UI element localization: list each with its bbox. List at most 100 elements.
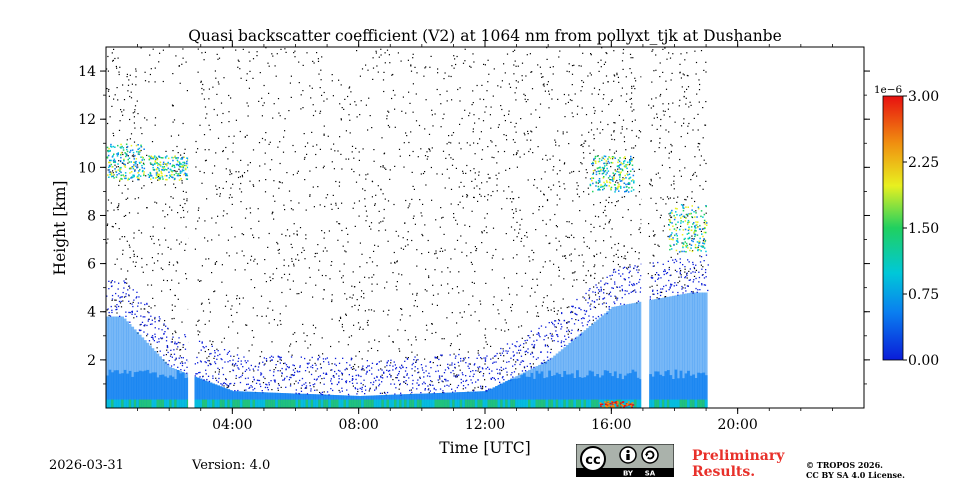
noise-pixel <box>588 193 590 195</box>
cloud-pixel <box>603 176 605 178</box>
cloud-pixel <box>599 180 601 182</box>
cloud-pixel <box>117 144 119 147</box>
noise-pixel <box>316 389 318 391</box>
cloud-pixel <box>618 166 620 169</box>
transition-pixel <box>158 320 160 322</box>
noise-pixel <box>515 122 517 124</box>
transition-pixel <box>357 388 359 390</box>
cloud-pixel <box>612 172 614 174</box>
noise-pixel <box>695 269 697 271</box>
cloud-pixel <box>592 173 594 175</box>
transition-pixel <box>557 322 559 325</box>
transition-pixel <box>109 315 112 317</box>
noise-pixel <box>306 52 308 54</box>
transition-pixel <box>442 390 444 392</box>
noise-pixel <box>653 265 655 267</box>
aerosol-dense <box>664 371 668 408</box>
cloud-pixel <box>618 171 620 173</box>
noise-pixel <box>208 124 210 126</box>
transition-pixel <box>468 357 470 359</box>
surface-band <box>613 399 617 408</box>
noise-pixel <box>388 309 390 311</box>
cloud-pixel <box>180 178 182 180</box>
noise-pixel <box>684 91 686 93</box>
cloud-pixel <box>158 177 160 180</box>
noise-pixel <box>235 49 237 51</box>
cloud-pixel <box>136 176 138 178</box>
transition-pixel <box>293 374 295 376</box>
noise-pixel <box>593 255 595 258</box>
noise-pixel <box>570 253 572 255</box>
transition-pixel <box>640 275 642 277</box>
noise-pixel <box>634 77 636 79</box>
noise-pixel <box>509 86 512 88</box>
transition-pixel <box>614 302 616 305</box>
noise-pixel <box>459 201 461 203</box>
noise-pixel <box>400 308 402 310</box>
cloud-pixel <box>609 157 612 160</box>
noise-pixel <box>479 300 481 302</box>
cloud-pixel <box>176 163 179 166</box>
aerosol-column <box>593 321 597 408</box>
transition-pixel <box>425 365 427 367</box>
cloud-pixel <box>621 168 624 171</box>
cloud-pixel <box>157 173 159 175</box>
noise-pixel <box>691 238 693 240</box>
noise-pixel <box>688 106 690 108</box>
cloud-pixel <box>599 170 602 172</box>
noise-pixel <box>510 121 512 123</box>
noise-pixel <box>698 149 700 151</box>
noise-pixel <box>133 237 135 239</box>
transition-pixel <box>530 353 532 355</box>
noise-pixel <box>459 333 461 335</box>
transition-pixel <box>349 381 351 383</box>
transition-pixel <box>195 373 197 375</box>
transition-pixel <box>582 325 584 327</box>
noise-pixel <box>249 180 251 182</box>
noise-pixel <box>135 70 137 72</box>
noise-pixel <box>309 344 312 346</box>
cloud-pixel <box>161 168 163 171</box>
noise-pixel <box>671 72 673 74</box>
surface-band <box>202 399 205 408</box>
noise-pixel <box>340 317 342 319</box>
transition-pixel <box>399 383 401 385</box>
noise-pixel <box>597 61 599 64</box>
noise-pixel <box>198 352 200 354</box>
cloud-pixel <box>163 166 166 168</box>
noise-pixel <box>459 100 461 102</box>
noise-pixel <box>484 334 486 336</box>
noise-pixel <box>596 128 598 130</box>
noise-pixel <box>456 239 459 241</box>
transition-pixel <box>237 360 239 362</box>
surface-band <box>687 399 690 408</box>
noise-pixel <box>265 132 267 134</box>
transition-pixel <box>258 363 260 365</box>
noise-pixel <box>519 224 521 226</box>
noise-pixel <box>555 144 557 146</box>
noise-pixel <box>238 60 240 62</box>
surface-band <box>245 399 248 408</box>
transition-pixel <box>630 291 632 293</box>
cloud-pixel <box>121 145 123 148</box>
noise-pixel <box>277 360 279 362</box>
noise-pixel <box>599 132 601 134</box>
noise-pixel <box>381 137 383 139</box>
noise-pixel <box>471 210 473 212</box>
noise-pixel <box>702 266 704 268</box>
noise-pixel <box>321 337 323 339</box>
cloud-pixel <box>173 164 175 167</box>
noise-pixel <box>237 332 239 334</box>
transition-pixel <box>366 370 368 373</box>
noise-pixel <box>602 265 604 267</box>
transition-pixel <box>344 369 346 371</box>
surface-band <box>237 399 241 408</box>
transition-pixel <box>204 361 206 363</box>
noise-pixel <box>382 79 385 81</box>
noise-pixel <box>692 129 694 131</box>
noise-pixel <box>451 65 453 67</box>
noise-pixel <box>460 181 462 183</box>
transition-pixel <box>294 371 296 374</box>
noise-pixel <box>416 72 418 74</box>
transition-pixel <box>116 304 118 306</box>
